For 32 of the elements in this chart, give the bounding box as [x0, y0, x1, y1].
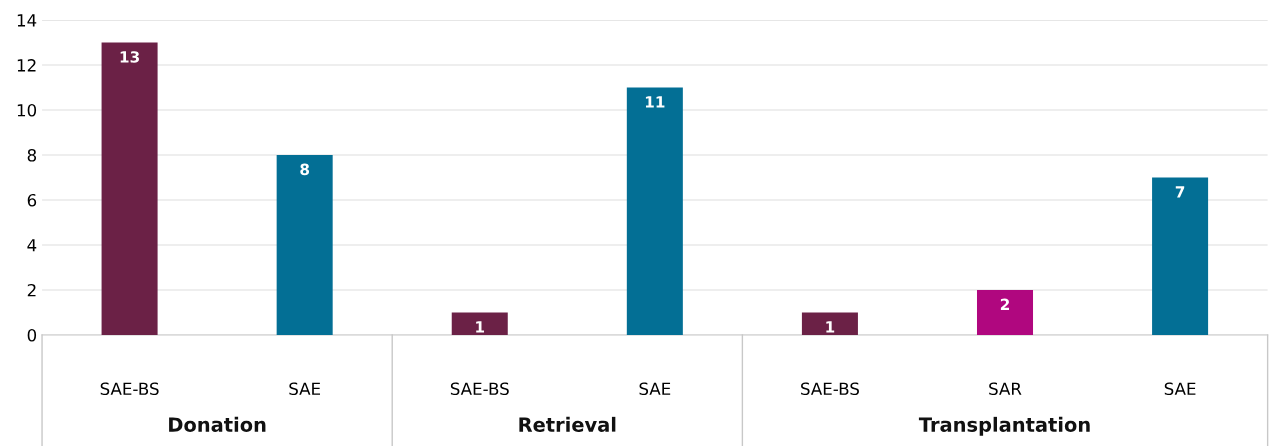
y-tick-label: 4: [27, 239, 37, 252]
x-tick-label: SAE: [1164, 382, 1196, 396]
bar: [276, 155, 333, 335]
x-tick-label: SAE: [289, 382, 321, 396]
data-label: 8: [300, 163, 310, 176]
y-tick-label: 10: [17, 104, 37, 117]
x-tick-label: SAE-BS: [450, 382, 509, 396]
bar: [451, 312, 508, 335]
y-tick-label: 0: [27, 328, 37, 342]
text: Donation: [169, 416, 266, 432]
x-tick-label: SAR: [989, 382, 1022, 396]
bar: [1152, 177, 1209, 335]
x-tick-label: SAE: [639, 382, 671, 396]
data-label: 1: [826, 321, 835, 333]
bar: [976, 289, 1034, 335]
text: Transplantation: [918, 416, 1090, 436]
bar: [101, 42, 158, 335]
data-label: 2: [1000, 298, 1009, 310]
y-tick-label: 6: [27, 193, 37, 207]
y-tick-label: 8: [27, 148, 37, 162]
y-tick-label: 14: [17, 14, 37, 27]
x-tick-label: SAE-BS: [801, 382, 859, 396]
data-label: 7: [1175, 186, 1185, 198]
text: Retrieval: [519, 416, 616, 432]
y-tick-label: 12: [17, 59, 36, 72]
data-label: 11: [645, 96, 665, 108]
bar: [801, 312, 858, 335]
x-tick-label: SAE-BS: [100, 382, 159, 396]
y-tick-label: 2: [27, 283, 36, 297]
bar: [626, 87, 683, 335]
data-label: 13: [120, 51, 139, 63]
data-label: 1: [476, 321, 485, 333]
